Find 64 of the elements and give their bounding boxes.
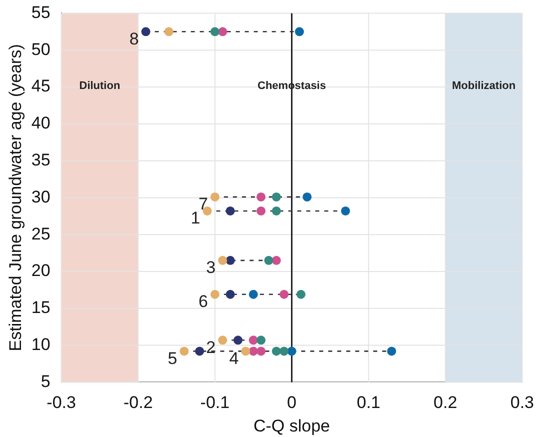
point bbox=[210, 27, 220, 36]
y-tick-label: 35 bbox=[31, 150, 50, 170]
point bbox=[287, 346, 296, 356]
point bbox=[218, 336, 228, 345]
band-label: Mobilization bbox=[452, 80, 516, 92]
point bbox=[256, 336, 266, 345]
band-label: Dilution bbox=[79, 80, 120, 92]
annotation: 1 bbox=[190, 208, 200, 228]
y-tick-label: 25 bbox=[31, 224, 50, 244]
y-tick-label: 45 bbox=[31, 76, 50, 96]
x-tick-label: -0.1 bbox=[200, 393, 230, 412]
point bbox=[256, 206, 266, 216]
y-tick-label: 5 bbox=[40, 372, 50, 391]
x-tick-label: 0.2 bbox=[434, 393, 458, 412]
point bbox=[248, 336, 258, 345]
y-tick-label: 10 bbox=[31, 334, 50, 354]
point bbox=[387, 346, 396, 356]
point bbox=[294, 27, 304, 36]
annotation: 7 bbox=[198, 194, 208, 214]
x-axis-title: C-Q slope bbox=[253, 416, 330, 436]
annotation: 3 bbox=[206, 258, 216, 278]
point bbox=[302, 192, 312, 202]
y-tick-label: 15 bbox=[31, 298, 50, 318]
point bbox=[241, 346, 250, 356]
point bbox=[296, 290, 306, 299]
point bbox=[341, 206, 350, 216]
annotation: 5 bbox=[168, 348, 178, 368]
point bbox=[180, 346, 189, 356]
point bbox=[164, 27, 174, 36]
point bbox=[272, 206, 281, 216]
point bbox=[280, 346, 289, 356]
x-tick-label: 0 bbox=[287, 393, 296, 412]
annotation: 8 bbox=[129, 29, 139, 48]
x-tick-label: 0.1 bbox=[356, 393, 380, 412]
point bbox=[226, 256, 235, 265]
annotation: 6 bbox=[198, 292, 208, 312]
point bbox=[256, 192, 266, 202]
point bbox=[248, 290, 258, 299]
point bbox=[210, 192, 220, 202]
y-tick-label: 30 bbox=[31, 187, 50, 206]
point bbox=[233, 336, 242, 345]
point bbox=[256, 346, 266, 356]
y-tick-label: 55 bbox=[31, 2, 50, 22]
point bbox=[272, 346, 281, 356]
point bbox=[195, 346, 204, 356]
point bbox=[272, 192, 281, 202]
point bbox=[218, 256, 228, 265]
point bbox=[226, 290, 235, 299]
x-tick-label: 0.3 bbox=[510, 393, 534, 412]
point bbox=[280, 290, 289, 299]
x-tick-label: -0.3 bbox=[46, 393, 76, 412]
y-tick-label: 50 bbox=[31, 40, 50, 59]
annotation: 4 bbox=[229, 348, 239, 368]
point bbox=[141, 27, 150, 36]
y-tick-label: 20 bbox=[31, 261, 50, 280]
point bbox=[210, 290, 220, 299]
point bbox=[264, 256, 274, 265]
point bbox=[218, 27, 228, 36]
y-axis-title: Estimated June groundwater age (years) bbox=[6, 44, 25, 352]
point bbox=[272, 256, 281, 265]
x-tick-label: -0.2 bbox=[123, 393, 153, 412]
point bbox=[226, 206, 235, 216]
annotation: 2 bbox=[206, 338, 216, 357]
y-tick-label: 40 bbox=[31, 114, 50, 133]
